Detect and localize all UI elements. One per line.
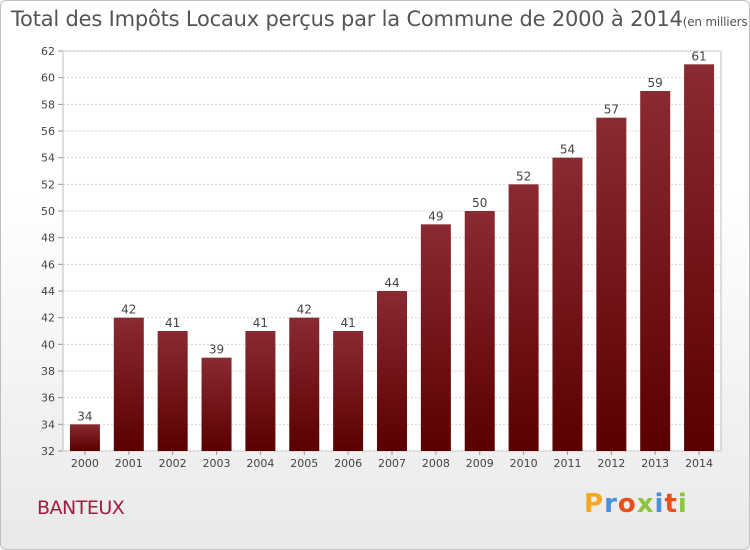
bar	[333, 331, 364, 451]
bar-value-label: 41	[340, 316, 355, 330]
bar	[245, 331, 276, 451]
bar-value-label: 39	[209, 343, 224, 357]
bar	[113, 317, 144, 451]
bar	[420, 224, 451, 451]
x-tick-label: 2011	[553, 457, 581, 470]
logo-letter: P	[584, 489, 605, 519]
x-tick-label: 2010	[510, 457, 538, 470]
y-tick-label: 62	[41, 45, 55, 58]
x-tick-label: 2009	[466, 457, 494, 470]
bar-value-label: 49	[428, 209, 443, 223]
bar-value-label: 44	[384, 276, 399, 290]
bar-value-label: 52	[516, 169, 531, 183]
bar	[69, 424, 100, 451]
y-tick-label: 36	[41, 392, 55, 405]
bar	[508, 184, 539, 452]
logo-letter: i	[677, 489, 688, 519]
bar	[684, 64, 715, 452]
proxiti-logo: Proxiti	[584, 489, 688, 519]
x-tick-label: 2001	[115, 457, 143, 470]
y-tick-label: 38	[41, 365, 55, 378]
bar	[289, 317, 320, 451]
bar-value-label: 61	[691, 49, 706, 63]
y-tick-label: 42	[41, 312, 55, 325]
bar-value-label: 50	[472, 196, 487, 210]
x-tick-label: 2002	[159, 457, 187, 470]
bar	[464, 211, 495, 451]
chart-title-text: Total des Impôts Locaux perçus par la Co…	[11, 7, 683, 31]
logo-letter: r	[604, 489, 618, 519]
x-tick-label: 2014	[685, 457, 713, 470]
x-tick-label: 2008	[422, 457, 450, 470]
y-tick-label: 40	[41, 338, 55, 351]
y-tick-label: 44	[41, 285, 55, 298]
y-tick-label: 46	[41, 258, 55, 271]
bar-value-label: 42	[121, 303, 136, 317]
bar	[596, 117, 627, 452]
x-tick-label: 2000	[71, 457, 99, 470]
x-tick-label: 2006	[334, 457, 362, 470]
y-tick-label: 56	[41, 125, 55, 138]
x-tick-label: 2012	[597, 457, 625, 470]
logo-letter: t	[664, 489, 678, 519]
commune-name: BANTEUX	[37, 497, 125, 519]
x-tick-label: 2007	[378, 457, 406, 470]
bar-value-label: 41	[165, 316, 180, 330]
y-tick-label: 54	[41, 152, 55, 165]
chart-title: Total des Impôts Locaux perçus par la Co…	[11, 7, 749, 31]
y-tick-label: 32	[41, 445, 55, 458]
x-tick-label: 2013	[641, 457, 669, 470]
bar	[201, 357, 232, 451]
logo-letter: o	[617, 489, 637, 519]
bar-value-label: 41	[253, 316, 268, 330]
bar-value-label: 54	[560, 143, 575, 157]
chart-unit: (en milliers d'€)	[682, 15, 749, 29]
bar-value-label: 34	[77, 409, 92, 423]
x-tick-label: 2003	[203, 457, 231, 470]
bar	[157, 331, 188, 451]
bar-value-label: 42	[297, 303, 312, 317]
bar	[552, 157, 583, 451]
y-tick-label: 52	[41, 178, 55, 191]
x-tick-label: 2005	[290, 457, 318, 470]
bar-value-label: 57	[604, 103, 619, 117]
y-tick-label: 58	[41, 98, 55, 111]
bar	[377, 291, 407, 451]
y-tick-label: 34	[41, 418, 55, 431]
y-tick-label: 50	[41, 205, 55, 218]
y-tick-label: 60	[41, 72, 55, 85]
bar-value-label: 59	[648, 76, 663, 90]
x-tick-label: 2004	[246, 457, 274, 470]
logo-letter: x	[636, 489, 655, 519]
y-tick-label: 48	[41, 232, 55, 245]
bar	[640, 91, 671, 451]
logo-letter: i	[654, 489, 665, 519]
